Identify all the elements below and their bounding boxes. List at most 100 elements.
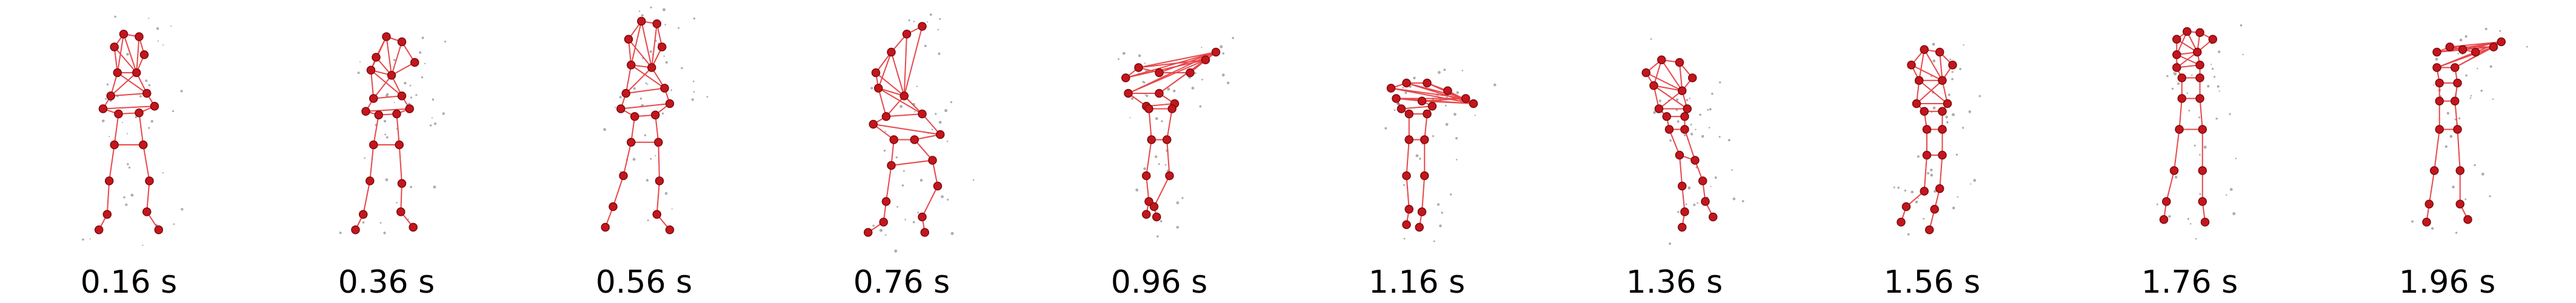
skeleton-joint bbox=[650, 110, 660, 119]
trace-dot bbox=[901, 184, 904, 187]
time-label: 0.56 s bbox=[595, 264, 693, 301]
skeleton-joint bbox=[1121, 73, 1130, 82]
trace-dot bbox=[148, 127, 150, 129]
trace-dot bbox=[383, 119, 387, 123]
trace-dot bbox=[2464, 198, 2467, 201]
skeleton-bone bbox=[1390, 87, 1474, 104]
skeleton-bone bbox=[113, 46, 138, 73]
trace-dot bbox=[108, 136, 110, 138]
trace-dot bbox=[383, 231, 386, 235]
trace-dot bbox=[148, 84, 151, 87]
trace-dot bbox=[1143, 81, 1146, 84]
trace-dot bbox=[2489, 65, 2492, 68]
skeleton-joint bbox=[1922, 125, 1932, 134]
trace-dot bbox=[1158, 163, 1160, 165]
trace-dot bbox=[2480, 89, 2483, 92]
trace-dot bbox=[1962, 127, 1964, 129]
skeleton-joint bbox=[1149, 202, 1159, 211]
skeleton-bone bbox=[2434, 129, 2440, 171]
skeleton-joint bbox=[1124, 88, 1133, 98]
trace-dot bbox=[2218, 90, 2220, 92]
skeleton-bone bbox=[1939, 155, 1943, 189]
skeleton-bone bbox=[2454, 46, 2494, 68]
trace-dot bbox=[894, 249, 898, 253]
skeleton-bone bbox=[621, 103, 670, 110]
trace-dot bbox=[429, 124, 432, 127]
trace-dot bbox=[432, 98, 435, 101]
skeleton-joint bbox=[150, 102, 159, 111]
trace-dot bbox=[1172, 89, 1176, 93]
skeleton-joint bbox=[1641, 68, 1650, 78]
skeleton-joint bbox=[879, 218, 888, 227]
trace-dot bbox=[1413, 76, 1416, 79]
time-label: 0.76 s bbox=[853, 264, 950, 301]
skeleton-bone bbox=[362, 181, 371, 215]
trace-dot bbox=[645, 82, 647, 84]
trace-dot bbox=[1927, 171, 1929, 175]
skeleton-joint bbox=[871, 68, 881, 78]
skeleton-joint bbox=[1654, 104, 1664, 113]
skeleton-bone bbox=[1669, 129, 1680, 156]
trace-dot bbox=[1709, 108, 1712, 111]
skeleton-bone bbox=[1401, 105, 1433, 110]
skeleton-joint bbox=[920, 228, 929, 237]
pose-frame: 0.16 s bbox=[0, 0, 258, 303]
trace-dot bbox=[664, 24, 666, 25]
trace-dot bbox=[415, 94, 418, 96]
skeleton-bone bbox=[903, 34, 907, 96]
trace-dot bbox=[879, 228, 883, 232]
skeleton-joint bbox=[1417, 207, 1427, 216]
time-label: 1.96 s bbox=[2398, 264, 2496, 301]
trace-dot bbox=[1201, 47, 1203, 48]
skeleton-joint bbox=[1404, 135, 1413, 144]
trace-dot bbox=[2458, 117, 2461, 120]
skeleton-joint bbox=[1427, 102, 1437, 111]
trace-dot bbox=[614, 107, 616, 108]
trace-dot bbox=[2435, 58, 2438, 61]
skeleton-joint bbox=[2463, 215, 2472, 224]
trace-dot bbox=[157, 40, 159, 42]
trace-dot bbox=[1968, 110, 1972, 113]
trace-dot bbox=[424, 62, 426, 65]
trace-dot bbox=[895, 156, 898, 159]
skeleton-joint bbox=[135, 108, 144, 118]
trace-dot bbox=[433, 122, 437, 125]
skeleton-joint bbox=[918, 22, 927, 31]
skeleton-bone bbox=[373, 75, 392, 99]
skeleton-bone bbox=[626, 87, 665, 94]
skeleton-bone bbox=[1396, 98, 1474, 104]
skeleton-joint bbox=[114, 109, 123, 119]
skeleton-joint bbox=[142, 88, 152, 98]
skeleton-joint bbox=[2195, 28, 2204, 37]
trace-dot bbox=[409, 84, 412, 87]
skeleton-joint bbox=[665, 225, 675, 235]
skeleton-joint bbox=[1680, 207, 1689, 216]
trace-dot bbox=[2199, 193, 2201, 195]
skeleton-joint bbox=[2422, 218, 2431, 227]
skeleton-joint bbox=[1404, 109, 1413, 119]
trace-dot bbox=[362, 221, 365, 224]
skeleton-joint bbox=[2471, 47, 2480, 57]
trace-dot bbox=[2168, 215, 2171, 218]
skeleton-joint bbox=[627, 138, 636, 147]
pose-frame: 0.56 s bbox=[515, 0, 773, 303]
trace-dot bbox=[904, 219, 906, 221]
skeleton-bone bbox=[625, 65, 632, 94]
skeleton-joint bbox=[369, 94, 378, 103]
trace-dot bbox=[1963, 44, 1964, 46]
skeleton-joint bbox=[382, 32, 391, 41]
trace-dot bbox=[2470, 95, 2472, 97]
skeleton-bone bbox=[656, 181, 660, 215]
trace-dot bbox=[1415, 154, 1419, 158]
skeleton-joint bbox=[637, 16, 646, 26]
trace-dot bbox=[2484, 27, 2488, 30]
skeleton-joint bbox=[2172, 35, 2181, 44]
trace-dot bbox=[1711, 92, 1713, 95]
trace-dot bbox=[1951, 78, 1954, 81]
skeleton-joint bbox=[1443, 86, 1452, 95]
skeleton-bone bbox=[1939, 52, 1943, 81]
trace-dot bbox=[444, 41, 447, 43]
trace-dot bbox=[2199, 154, 2201, 156]
trace-dot bbox=[1677, 120, 1680, 123]
trace-dot bbox=[655, 155, 656, 156]
